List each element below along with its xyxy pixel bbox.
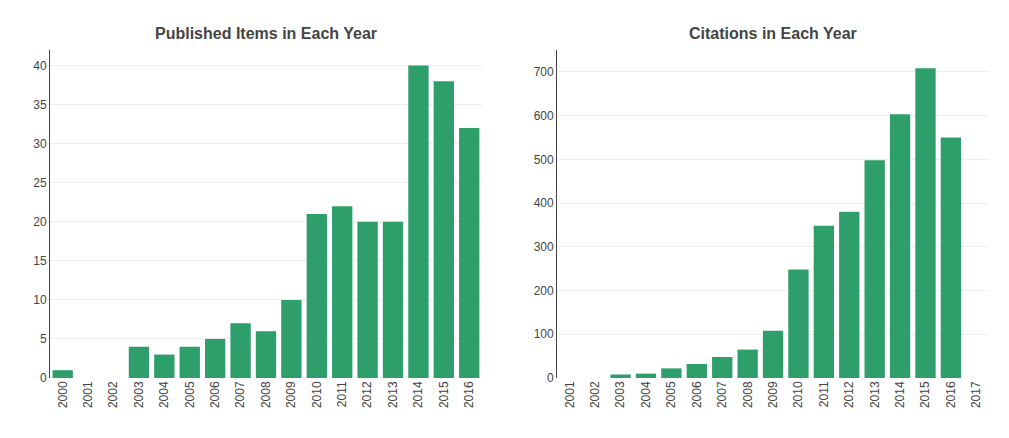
svg-text:15: 15 [33,254,47,268]
svg-text:300: 300 [534,240,554,254]
svg-text:2005: 2005 [183,381,197,408]
svg-text:2007: 2007 [715,381,729,408]
svg-text:5: 5 [40,332,47,346]
svg-text:40: 40 [33,59,47,73]
svg-text:2010: 2010 [791,381,805,408]
svg-text:2017: 2017 [969,381,983,408]
svg-text:400: 400 [534,196,554,210]
svg-text:2004: 2004 [639,381,653,408]
svg-text:25: 25 [33,176,47,190]
svg-text:2009: 2009 [284,381,298,408]
svg-text:2011: 2011 [335,381,349,407]
svg-text:2009: 2009 [766,381,780,408]
svg-text:2006: 2006 [208,381,222,408]
svg-text:2001: 2001 [81,381,95,408]
svg-text:2006: 2006 [690,381,704,408]
svg-text:0: 0 [547,371,554,385]
svg-text:2002: 2002 [106,381,120,408]
svg-text:30: 30 [33,137,47,151]
svg-text:2001: 2001 [563,381,577,408]
svg-text:2012: 2012 [361,381,375,408]
svg-text:2015: 2015 [918,381,932,408]
svg-text:20: 20 [33,215,47,229]
svg-text:2008: 2008 [741,381,755,408]
svg-text:2013: 2013 [386,381,400,408]
svg-text:Citations in Each Year: Citations in Each Year [689,25,857,42]
svg-text:2003: 2003 [132,381,146,408]
svg-text:2016: 2016 [462,381,476,408]
svg-text:2013: 2013 [868,381,882,408]
svg-text:2000: 2000 [56,381,70,408]
svg-text:2010: 2010 [310,381,324,408]
svg-text:2007: 2007 [233,381,247,408]
svg-text:2016: 2016 [944,381,958,408]
svg-text:2011: 2011 [817,381,831,407]
svg-text:0: 0 [40,371,47,385]
svg-text:35: 35 [33,98,47,112]
svg-text:700: 700 [534,65,554,79]
svg-text:2005: 2005 [664,381,678,408]
svg-text:200: 200 [534,284,554,298]
svg-text:500: 500 [534,153,554,167]
svg-text:2014: 2014 [411,381,425,408]
svg-text:100: 100 [534,327,554,341]
svg-text:2015: 2015 [437,381,451,408]
svg-text:2014: 2014 [893,381,907,408]
svg-text:600: 600 [534,109,554,123]
svg-text:2012: 2012 [842,381,856,408]
svg-text:10: 10 [33,293,47,307]
svg-text:2003: 2003 [613,381,627,408]
svg-text:2004: 2004 [157,381,171,408]
svg-text:2008: 2008 [259,381,273,408]
svg-text:Published Items in Each Year: Published Items in Each Year [155,25,377,42]
svg-text:2002: 2002 [588,381,602,408]
